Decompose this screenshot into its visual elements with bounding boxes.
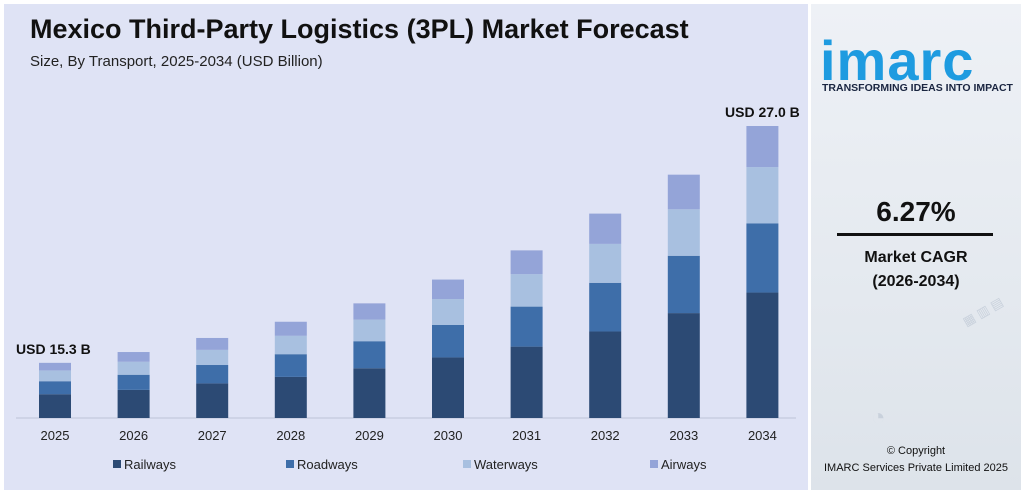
stacked-bar-chart: 2025 2026 2027 2028 2029 2030 2031 2032 2033 2034… bbox=[16, 104, 800, 472]
bar-railways-2030 bbox=[432, 357, 464, 418]
x-tick-label-2027: 2027 bbox=[198, 428, 227, 443]
bar-waterways-2029 bbox=[353, 319, 386, 342]
bar-airways-2033 bbox=[667, 174, 700, 210]
bar-airways-2025 bbox=[39, 362, 71, 371]
x-tick-label-2031: 2031 bbox=[512, 428, 541, 443]
x-tick-label-2033: 2033 bbox=[669, 428, 698, 443]
bar-airways-2027 bbox=[196, 337, 229, 350]
bar-group bbox=[39, 126, 779, 418]
bar-waterways-2027 bbox=[196, 349, 229, 366]
bar-roadways-2026 bbox=[117, 374, 150, 390]
bar-railways-2032 bbox=[589, 331, 622, 418]
bar-airways-2032 bbox=[589, 213, 622, 244]
cagr-label-block: Market CAGR (2026-2034) bbox=[811, 246, 1021, 294]
x-tick-label-2034: 2034 bbox=[748, 428, 777, 443]
x-tick-label-2032: 2032 bbox=[591, 428, 620, 443]
total-annotation-2025: USD 15.3 B bbox=[16, 341, 91, 357]
x-tick-label-2026: 2026 bbox=[119, 428, 148, 443]
legend: Railways Roadways Waterways Airways bbox=[113, 457, 707, 472]
bar-airways-2034 bbox=[746, 126, 779, 168]
legend-label-railways: Railways bbox=[124, 457, 177, 472]
bar-airways-2029 bbox=[353, 303, 386, 320]
copyright-line-1: © Copyright bbox=[886, 445, 946, 457]
x-tick-label-2030: 2030 bbox=[434, 428, 463, 443]
bar-roadways-2029 bbox=[353, 341, 386, 369]
legend-swatch-waterways bbox=[463, 460, 471, 468]
x-tick-label-2028: 2028 bbox=[276, 428, 305, 443]
bar-roadways-2027 bbox=[196, 365, 229, 384]
bar-roadways-2031 bbox=[510, 306, 543, 347]
bar-railways-2026 bbox=[117, 389, 150, 418]
imarc-logo: imarc bbox=[820, 29, 975, 92]
copyright-line-2: IMARC Services Private Limited 2025 bbox=[823, 462, 1008, 474]
legend-label-roadways: Roadways bbox=[297, 457, 358, 472]
legend-swatch-roadways bbox=[286, 460, 294, 468]
bar-airways-2031 bbox=[510, 250, 543, 275]
cagr-divider bbox=[837, 233, 993, 236]
bar-railways-2031 bbox=[510, 346, 543, 418]
brand-tagline: TRANSFORMING IDEAS INTO IMPACT bbox=[822, 82, 1013, 94]
legend-label-airways: Airways bbox=[661, 457, 707, 472]
decorative-chart-icon: ▦ ▥ ▤ bbox=[959, 294, 1006, 330]
bar-waterways-2032 bbox=[589, 243, 622, 283]
chart-subtitle: Size, By Transport, 2025-2034 (USD Billi… bbox=[30, 53, 323, 70]
bar-waterways-2034 bbox=[746, 167, 779, 224]
bar-roadways-2032 bbox=[589, 282, 622, 332]
bar-waterways-2026 bbox=[117, 361, 150, 375]
chart-title: Mexico Third-Party Logistics (3PL) Marke… bbox=[30, 14, 689, 44]
bar-roadways-2033 bbox=[667, 255, 700, 314]
cagr-period: (2026-2034) bbox=[872, 273, 960, 290]
total-annotation-2034: USD 27.0 B bbox=[725, 104, 800, 120]
legend-label-waterways: Waterways bbox=[474, 457, 538, 472]
bar-waterways-2030 bbox=[432, 299, 464, 325]
cagr-value: 6.27% bbox=[876, 196, 956, 227]
bar-railways-2025 bbox=[39, 394, 71, 418]
x-tick-labels: 2025 2026 2027 2028 2029 2030 2031 2032 2033 2034 bbox=[41, 428, 777, 443]
bar-airways-2030 bbox=[432, 279, 464, 300]
legend-swatch-railways bbox=[113, 460, 121, 468]
bar-waterways-2031 bbox=[510, 274, 543, 307]
bar-waterways-2025 bbox=[39, 370, 71, 382]
bar-waterways-2028 bbox=[274, 335, 307, 355]
bar-railways-2027 bbox=[196, 383, 229, 418]
bar-railways-2033 bbox=[667, 313, 700, 418]
side-panel: ▦ ▥ ▤ ◔ bbox=[811, 4, 1021, 490]
bar-waterways-2033 bbox=[667, 209, 700, 256]
bar-roadways-2034 bbox=[746, 223, 779, 293]
bar-airways-2028 bbox=[274, 321, 307, 336]
decorative-graph-icon: ◔ bbox=[871, 404, 886, 431]
bar-railways-2029 bbox=[353, 368, 386, 418]
total-annotations: USD 15.3 B USD 27.0 B bbox=[16, 104, 800, 357]
bar-railways-2028 bbox=[274, 376, 307, 418]
x-tick-label-2029: 2029 bbox=[355, 428, 384, 443]
copyright-block: © Copyright IMARC Services Private Limit… bbox=[811, 443, 1021, 477]
bar-roadways-2030 bbox=[432, 324, 464, 358]
legend-swatch-airways bbox=[650, 460, 658, 468]
bar-railways-2034 bbox=[746, 292, 779, 418]
bar-roadways-2025 bbox=[39, 381, 71, 395]
x-tick-label-2025: 2025 bbox=[41, 428, 70, 443]
bar-roadways-2028 bbox=[274, 354, 307, 377]
bar-airways-2026 bbox=[117, 352, 150, 362]
cagr-label: Market CAGR bbox=[864, 249, 968, 266]
